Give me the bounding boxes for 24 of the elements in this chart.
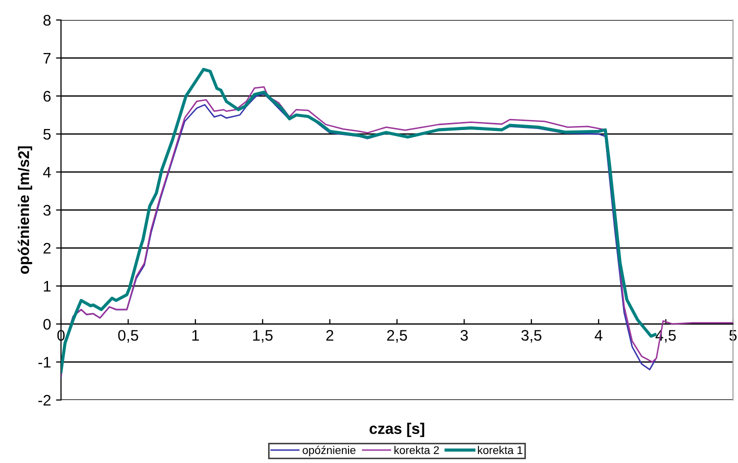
legend-label: korekta 1 — [478, 446, 522, 454]
x-tick-label: 2 — [326, 330, 334, 341]
x-axis-title: czas [s] — [370, 422, 424, 438]
y-tick-label: 6 — [44, 90, 51, 102]
y-axis-title: opóźnienie [m/s2] — [18, 146, 32, 274]
x-tick-label: 4 — [594, 330, 602, 341]
y-tick-label: -2 — [38, 394, 51, 406]
y-tick-label: 5 — [43, 129, 51, 140]
legend-label: opóźnienie — [302, 446, 356, 456]
y-tick-label: 0 — [43, 318, 51, 330]
x-tick-label: 0,5 — [118, 330, 138, 343]
x-tick-label: 3 — [460, 330, 468, 341]
x-tick-label: 2,5 — [387, 330, 407, 343]
y-tick-label: 7 — [44, 53, 51, 64]
x-tick-label: 3,5 — [521, 330, 542, 343]
y-tick-label: 8 — [43, 14, 51, 26]
y-tick-label: -1 — [38, 357, 51, 368]
legend-label: korekta 2 — [394, 446, 439, 454]
y-tick-label: 3 — [43, 204, 51, 216]
y-tick-label: 4 — [43, 167, 51, 178]
y-tick-label: 2 — [44, 242, 51, 254]
x-tick-label: 1 — [192, 330, 199, 341]
y-tick-label: 1 — [44, 281, 51, 292]
x-tick-label: 1,5 — [253, 330, 273, 343]
